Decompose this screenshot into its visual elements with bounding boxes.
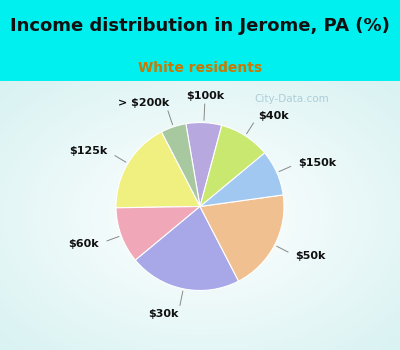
Text: City-Data.com: City-Data.com — [255, 94, 329, 104]
Wedge shape — [116, 132, 200, 208]
Wedge shape — [116, 206, 200, 260]
Wedge shape — [186, 122, 222, 206]
Text: > $200k: > $200k — [118, 98, 170, 108]
Text: $100k: $100k — [186, 91, 224, 101]
Text: $40k: $40k — [258, 111, 289, 121]
Text: $125k: $125k — [70, 146, 108, 156]
Wedge shape — [135, 206, 238, 290]
Text: Income distribution in Jerome, PA (%): Income distribution in Jerome, PA (%) — [10, 17, 390, 35]
Text: $60k: $60k — [68, 239, 99, 249]
Wedge shape — [162, 124, 200, 206]
Text: White residents: White residents — [138, 61, 262, 75]
Wedge shape — [200, 125, 265, 206]
Text: $150k: $150k — [298, 158, 336, 168]
Wedge shape — [200, 195, 284, 281]
Text: $50k: $50k — [296, 251, 326, 261]
Text: $30k: $30k — [148, 308, 178, 319]
Wedge shape — [200, 153, 283, 206]
